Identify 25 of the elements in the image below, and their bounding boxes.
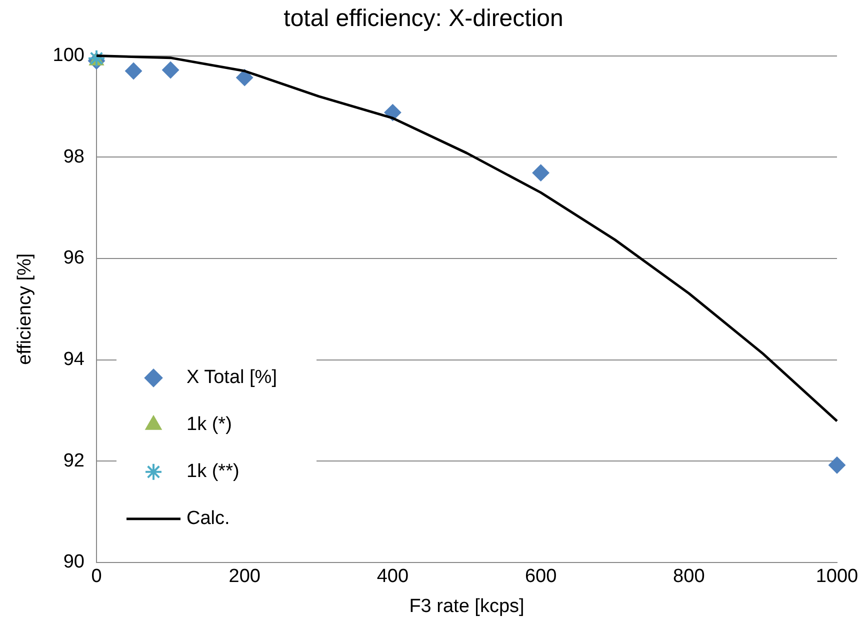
- legend-label: Calc.: [186, 508, 230, 530]
- legend-label: 1k (**): [186, 461, 240, 482]
- y-axis-title: efficiency [%]: [14, 253, 36, 365]
- y-tick-label: 90: [63, 552, 84, 573]
- legend-label: X Total [%]: [186, 367, 277, 388]
- x-axis-title: F3 rate [kcps]: [409, 596, 524, 617]
- point: [236, 69, 254, 86]
- x-tick-label: 1000: [816, 566, 858, 588]
- chart-title: total efficiency: X-direction: [284, 5, 564, 32]
- y-tick-label: 92: [63, 450, 84, 472]
- x-tick-label: 0: [91, 566, 102, 588]
- y-tick-label: 98: [63, 146, 84, 168]
- x-tick-label: 400: [376, 566, 409, 588]
- point: [125, 62, 142, 80]
- y-tick-label: 96: [63, 248, 84, 269]
- x-tick-label: 200: [228, 566, 260, 588]
- point: [532, 164, 550, 182]
- x-tick-label: 600: [524, 566, 557, 588]
- point: [88, 49, 106, 68]
- legend-label: 1k (*): [186, 414, 232, 436]
- point: [828, 456, 846, 474]
- x-tick-label: 800: [673, 566, 705, 588]
- y-tick-label: 100: [52, 45, 84, 66]
- y-tick-label: 94: [63, 348, 85, 370]
- point: [162, 61, 180, 78]
